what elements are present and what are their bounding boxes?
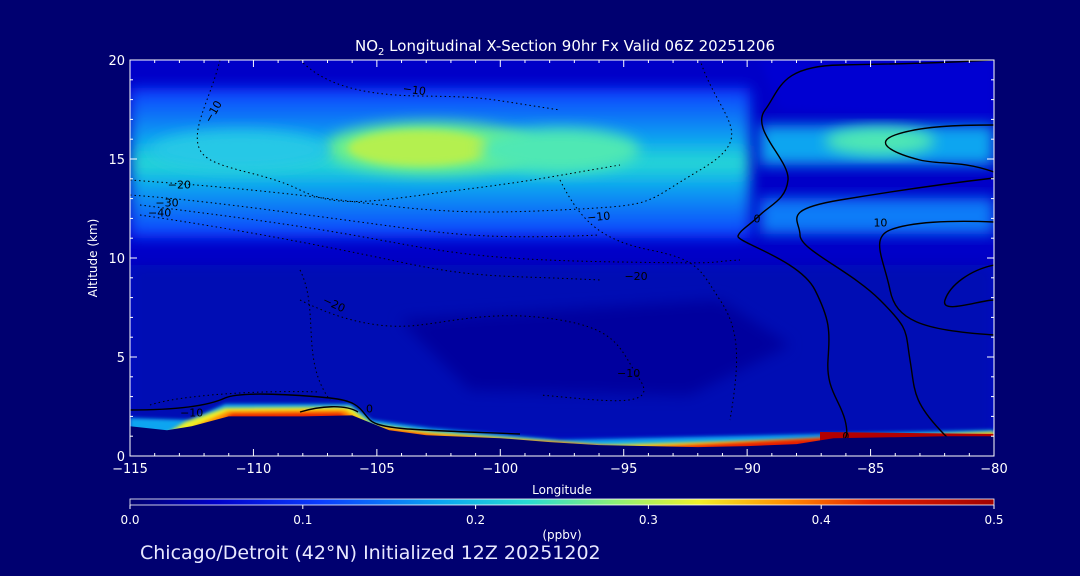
colorbar-tick-label: 0.3 (639, 513, 658, 527)
chart-title: NO2 Longitudinal X-Section 90hr Fx Valid… (355, 37, 775, 58)
contour-labels: −10−10−20−30−40 −10−20−20−10−10 00 100 (148, 82, 887, 443)
terrain-mask (130, 415, 994, 456)
x-tick-label: −85 (857, 462, 884, 477)
contour-label: −10 (180, 406, 203, 419)
y-tick-label: 20 (108, 54, 125, 69)
contour-label: 0 (366, 402, 373, 415)
x-tick-label: −80 (980, 462, 1007, 477)
x-tick-label: −115 (112, 462, 148, 477)
colorbar-ticks: 0.0 0.1 0.2 0.3 0.4 0.5 (120, 505, 1004, 527)
contour-label: −30 (155, 197, 178, 210)
contour-label: 0 (842, 430, 849, 443)
x-tick-label: −95 (610, 462, 637, 477)
contour-label: −20 (168, 179, 191, 192)
y-tick-label: 0 (117, 450, 125, 465)
contour-label: −10 (587, 209, 611, 224)
x-tick-label: −105 (359, 462, 395, 477)
colorbar-gradient (129, 498, 995, 506)
x-tick-label: −110 (236, 462, 272, 477)
colorbar: 0.0 0.1 0.2 0.3 0.4 0.5 (ppbv) (120, 498, 1004, 542)
x-tick-label: −90 (733, 462, 760, 477)
contour-label: 10 (873, 216, 887, 229)
y-axis: 0 5 10 15 20 (108, 54, 994, 465)
colorbar-tick-label: 0.1 (293, 513, 312, 527)
y-tick-label: 5 (117, 351, 125, 366)
run-caption: Chicago/Detroit (42°N) Initialized 12Z 2… (140, 542, 601, 564)
contour-label: −10 (617, 367, 640, 380)
x-tick-label: −100 (482, 462, 518, 477)
y-tick-label: 15 (108, 153, 125, 168)
colorbar-tick-label: 0.2 (466, 513, 485, 527)
contour-lines (130, 60, 994, 451)
colorbar-tick-label: 0.4 (812, 513, 831, 527)
contour-label: −20 (624, 270, 647, 283)
contour-label: 0 (754, 212, 761, 225)
x-axis: −115 −110 −105 −100 −95 −90 −85 −80 (112, 60, 1008, 477)
contour-label: −40 (148, 206, 171, 219)
x-axis-label: Longitude (532, 483, 592, 497)
y-axis-label: Altitude (km) (86, 219, 100, 298)
colorbar-tick-label: 0.0 (120, 513, 139, 527)
colorbar-tick-label: 0.5 (984, 513, 1003, 527)
colorbar-label: (ppbv) (542, 528, 581, 542)
y-tick-label: 10 (108, 252, 125, 267)
contour-label: −10 (402, 82, 427, 98)
